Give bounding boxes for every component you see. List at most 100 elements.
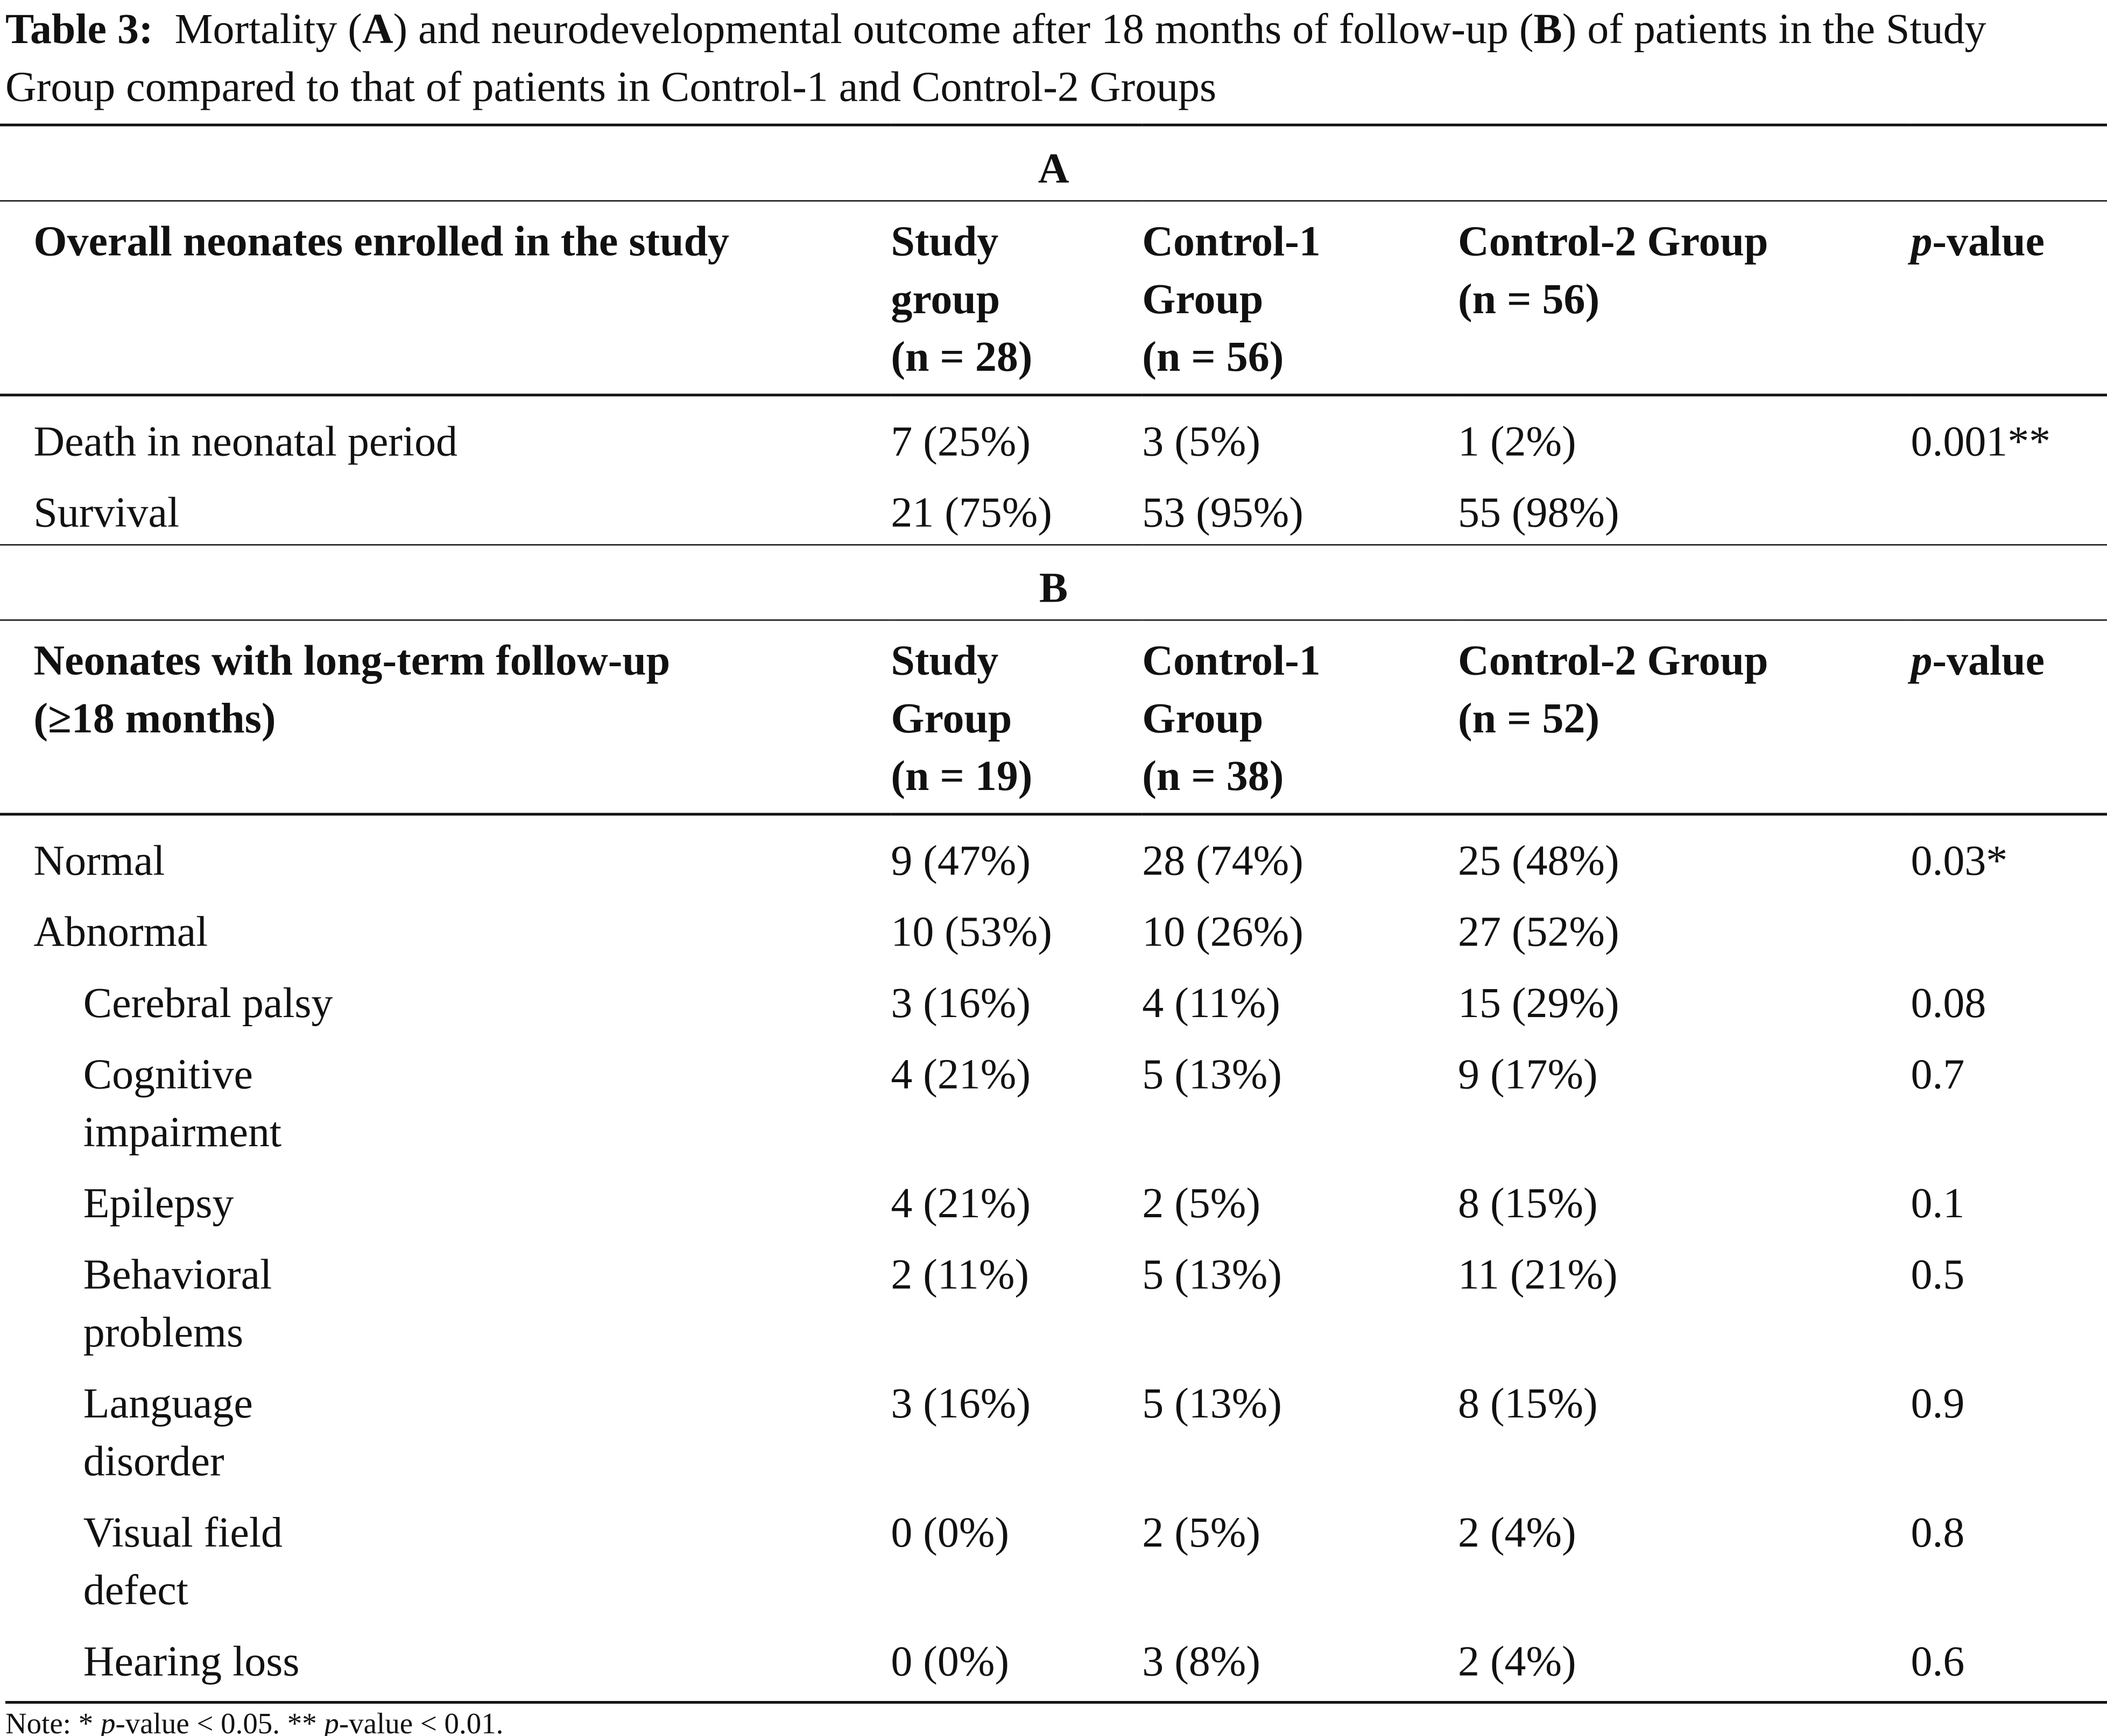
cell: 0.7 — [1911, 1035, 2107, 1164]
cell: 0.8 — [1911, 1493, 2107, 1622]
cell: 28 (74%) — [1142, 814, 1458, 892]
cell: 10 (53%) — [891, 892, 1142, 963]
header-line: group — [891, 274, 1000, 323]
sub-row: Hearing loss 0 (0%) 3 (8%) 2 (4%) 0.6 — [0, 1622, 2107, 1693]
table: A Overall neonates enrolled in the study S… — [0, 123, 2107, 1693]
cell-value: 1 (2%) — [1458, 417, 1576, 465]
cell-value: 15 (29%) — [1458, 978, 1619, 1027]
cell-value: 55 (98%) — [1458, 488, 1619, 537]
cell-value: 0.08 — [1911, 978, 1986, 1027]
cell-value: 2 (11%) — [891, 1250, 1030, 1298]
header-line: Neonates with long-term follow-up — [33, 635, 671, 684]
cell: 15 (29%) — [1458, 963, 1911, 1034]
sub-row: Behavioral problems 2 (11%) 5 (13%) 11 (21%… — [0, 1235, 2107, 1364]
cell: 8 (15%) — [1458, 1364, 1911, 1493]
header-line: Control-2 Group — [1458, 216, 1768, 265]
cell: 0.6 — [1911, 1622, 2107, 1693]
header-line: (n = 56) — [1142, 331, 1284, 380]
table-caption: Table 3: Mortality (A) and neurodevelopm… — [0, 0, 2107, 124]
row-label: Cerebral palsy — [83, 978, 333, 1027]
cell: 0.9 — [1911, 1364, 2107, 1493]
section-row: A — [0, 123, 2107, 201]
header-line: Control-1 — [1142, 635, 1321, 684]
header-line: (n = 19) — [891, 751, 1033, 800]
header-line: Study — [891, 635, 999, 684]
text-run: -value — [1932, 216, 2045, 265]
header-cell: p-value — [1911, 619, 2107, 816]
cell: 27 (52%) — [1458, 892, 1911, 963]
cell: 4 (21%) — [891, 1035, 1142, 1164]
text-run: p — [324, 1706, 339, 1736]
header-cell: Study Group (n = 19) — [891, 619, 1143, 816]
cell: 4 (11%) — [1142, 963, 1458, 1034]
cell: 53 (95%) — [1142, 473, 1458, 545]
sub-row: Cerebral palsy 3 (16%) 4 (11%) 15 (29%) 0.08 — [0, 963, 2107, 1034]
row-label: Normal — [33, 836, 165, 884]
cell: 0.5 — [1911, 1235, 2107, 1364]
cell: 0.1 — [1911, 1163, 2107, 1234]
cell-value: 2 (4%) — [1458, 1636, 1576, 1685]
text-run: ) of patients in the Study Group compare… — [5, 4, 1997, 110]
cell-value: 0.9 — [1911, 1378, 1965, 1427]
header-cell: Control-2 Group (n = 52) — [1458, 619, 1911, 816]
cell-value: 5 (13%) — [1142, 1378, 1282, 1427]
section-label: A — [0, 123, 2107, 201]
cell: Behavioral problems — [0, 1235, 891, 1364]
text-run: A — [362, 4, 393, 53]
cell: 2 (11%) — [891, 1235, 1142, 1364]
sub-row: Language disorder 3 (16%) 5 (13%) 8 (15%) 0.… — [0, 1364, 2107, 1493]
cell-value: 11 (21%) — [1458, 1250, 1618, 1298]
header-cell: Study group (n = 28) — [891, 200, 1143, 397]
header-row: Overall neonates enrolled in the study St… — [0, 200, 2107, 397]
cell-value: 3 (16%) — [891, 978, 1031, 1027]
header-cell: p-value — [1911, 200, 2107, 397]
cell-value: 3 (16%) — [891, 1378, 1031, 1427]
cell-value: 4 (11%) — [1142, 978, 1280, 1027]
cell: 9 (17%) — [1458, 1035, 1911, 1164]
cell: Language disorder — [0, 1364, 891, 1493]
cell-value: 21 (75%) — [891, 488, 1052, 537]
cell: 5 (13%) — [1142, 1235, 1458, 1364]
cell-value: 10 (26%) — [1142, 907, 1303, 956]
header-cell: Control-1 Group (n = 38) — [1142, 619, 1458, 816]
cell-value: 0.8 — [1911, 1507, 1965, 1556]
cell: 25 (48%) — [1458, 814, 1911, 892]
header-cell: Control-2 Group (n = 56) — [1458, 200, 1911, 397]
cell: Hearing loss — [0, 1622, 891, 1693]
section-row: B — [0, 544, 2107, 620]
text-run: B — [1533, 4, 1562, 53]
row-label: Behavioral problems — [83, 1250, 272, 1356]
data-row: Death in neonatal period 7 (25%) 3 (5%) 1 (… — [0, 395, 2107, 473]
cell-value: 4 (21%) — [891, 1049, 1031, 1098]
cell: 2 (5%) — [1142, 1493, 1458, 1622]
cell: 11 (21%) — [1458, 1235, 1911, 1364]
header-line: Overall neonates enrolled in the study — [33, 216, 729, 265]
text-run: p — [100, 1706, 116, 1736]
cell: 0.001** — [1911, 395, 2107, 473]
cell-value: 7 (25%) — [891, 417, 1031, 465]
text-run: -value < 0.01. — [339, 1706, 504, 1736]
cell-value: 2 (5%) — [1142, 1507, 1260, 1556]
cell — [1911, 473, 2107, 545]
cell: 5 (13%) — [1142, 1035, 1458, 1164]
cell: Survival — [0, 473, 891, 545]
header-cell: Overall neonates enrolled in the study — [0, 200, 891, 397]
header-line: Group — [1142, 693, 1264, 742]
row-label: Abnormal — [33, 907, 208, 956]
header-line: Study — [891, 216, 999, 265]
text-run: Table 3: — [5, 4, 153, 53]
header-line: (n = 56) — [1458, 274, 1600, 323]
row-label: Survival — [33, 488, 180, 537]
sub-row: Cognitive impairment 4 (21%) 5 (13%) 9 (17%… — [0, 1035, 2107, 1164]
header-line: Group — [891, 693, 1012, 742]
header-line: Control-2 Group — [1458, 635, 1768, 684]
cell: Cognitive impairment — [0, 1035, 891, 1164]
row-label: Visual field defect — [83, 1507, 283, 1614]
cell-value: 28 (74%) — [1142, 836, 1303, 884]
cell — [1911, 892, 2107, 963]
cell-value: 0.6 — [1911, 1636, 1965, 1685]
header-line: Group — [1142, 274, 1264, 323]
cell: 5 (13%) — [1142, 1364, 1458, 1493]
cell: 3 (16%) — [891, 1364, 1142, 1493]
sub-row: Epilepsy 4 (21%) 2 (5%) 8 (15%) 0.1 — [0, 1163, 2107, 1234]
